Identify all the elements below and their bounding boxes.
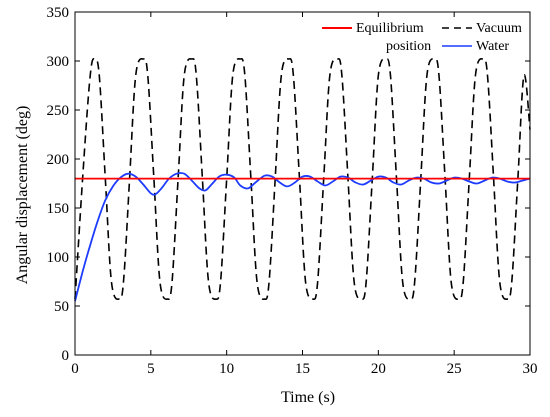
- series-line-water: [74, 172, 531, 302]
- y-tick-label: 50: [54, 299, 69, 315]
- y-tick-label: 250: [47, 103, 70, 119]
- x-tick-label: 5: [147, 361, 155, 377]
- legend-label-water: Water: [476, 39, 509, 54]
- y-tick-label: 200: [47, 152, 70, 168]
- x-tick-label: 20: [371, 361, 386, 377]
- y-tick-label: 150: [47, 201, 70, 217]
- y-tick-label: 0: [62, 348, 70, 364]
- x-tick-label: 30: [523, 361, 538, 377]
- y-tick-label: 350: [47, 5, 70, 21]
- series-layer: [74, 58, 531, 302]
- legend: Equilibrium position Vacuum Water: [322, 21, 522, 54]
- x-tick-label: 15: [295, 361, 310, 377]
- y-axis-label: Angular displacement (deg): [14, 106, 31, 285]
- series-line-vacuum: [74, 58, 531, 300]
- x-tick-label: 10: [219, 361, 234, 377]
- legend-label-vacuum: Vacuum: [476, 21, 522, 36]
- y-tick-label: 300: [47, 54, 70, 70]
- y-tick-label: 100: [47, 250, 70, 266]
- x-axis-label: Time (s): [281, 389, 335, 406]
- legend-label-equilibrium-line2: position: [386, 39, 431, 54]
- x-tick-label: 0: [71, 361, 79, 377]
- x-tick-label: 25: [447, 361, 462, 377]
- legend-label-equilibrium-line1: Equilibrium: [356, 21, 424, 36]
